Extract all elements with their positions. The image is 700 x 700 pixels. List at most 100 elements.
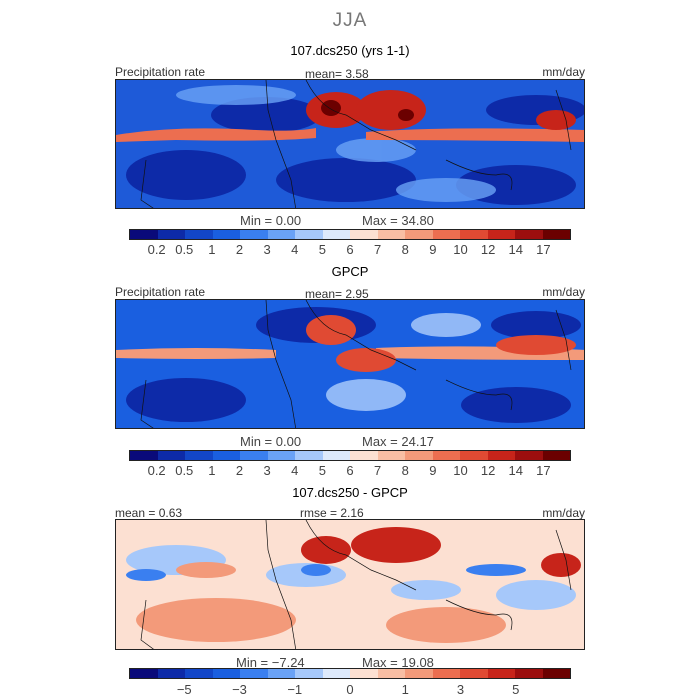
panel-1-itcz-band xyxy=(116,128,584,142)
colorbar-tick-label: 1 xyxy=(208,463,216,478)
colorbar-segment xyxy=(377,451,405,460)
colorbar-segment xyxy=(432,669,460,678)
colorbar-segment xyxy=(295,451,323,460)
panel-2-mean-label: mean= 2.95 xyxy=(305,287,369,301)
panel-3-map xyxy=(115,519,585,650)
colorbar-tick-label: 9 xyxy=(429,463,437,478)
panel-1-title: 107.dcs250 (yrs 1-1) xyxy=(290,43,410,58)
colorbar-segment xyxy=(460,451,488,460)
colorbar-tick-label: 4 xyxy=(291,242,299,257)
panel-1-colorbar xyxy=(129,229,571,240)
colorbar-segment xyxy=(185,230,213,239)
colorbar-tick-label: 14 xyxy=(508,463,523,478)
colorbar-segment xyxy=(460,230,488,239)
panel-2-title: GPCP xyxy=(331,264,369,279)
colorbar-segment xyxy=(240,230,268,239)
colorbar-segment xyxy=(185,669,213,678)
colorbar-segment xyxy=(267,230,295,239)
colorbar-segment xyxy=(405,451,433,460)
colorbar-tick-label: 6 xyxy=(346,242,354,257)
panel-2-min-label: Min = 0.00 xyxy=(240,434,302,449)
colorbar-tick-label: 5 xyxy=(318,242,326,257)
colorbar-tick-label: 10 xyxy=(453,242,468,257)
colorbar-segment xyxy=(157,451,185,460)
colorbar-segment xyxy=(212,230,240,239)
colorbar-tick-label: 1 xyxy=(401,682,409,697)
colorbar-tick-label: 12 xyxy=(480,463,496,478)
panel-3-mean-label: mean = 0.63 xyxy=(115,506,183,520)
colorbar-tick-label: 2 xyxy=(235,242,244,257)
colorbar-tick-label: 14 xyxy=(508,242,523,257)
panel-3-coastlines xyxy=(140,520,572,649)
panel-2-variable-label: Precipitation rate xyxy=(115,285,206,299)
colorbar-segment xyxy=(322,230,350,239)
colorbar-tick-label: 3 xyxy=(456,682,465,697)
panel-1-peak-cells xyxy=(321,100,414,121)
panel-2-max-label: Max = 24.17 xyxy=(362,434,434,449)
colorbar-tick-label: 3 xyxy=(263,463,271,478)
colorbar-tick-label: 2 xyxy=(235,463,244,478)
panel-3-map-svg xyxy=(116,520,584,649)
colorbar-tick-label: 7 xyxy=(374,242,382,257)
panel-2-light-regions xyxy=(326,313,481,411)
colorbar-segment xyxy=(542,230,570,239)
colorbar-segment xyxy=(487,230,515,239)
colorbar-segment xyxy=(432,230,460,239)
colorbar-tick-label: 12 xyxy=(480,242,496,257)
colorbar-tick-label: 0.5 xyxy=(175,242,194,257)
colorbar-segment xyxy=(542,451,570,460)
colorbar-tick-label: 17 xyxy=(536,242,551,257)
colorbar-segment xyxy=(267,451,295,460)
colorbar-segment xyxy=(322,451,350,460)
panel-3-strong-negative-bias xyxy=(126,564,526,581)
colorbar-segment xyxy=(130,669,158,678)
panel-3-max-label: Max = 19.08 xyxy=(362,655,434,670)
panel-1-map-svg xyxy=(116,80,584,208)
colorbar-tick-label: 0.2 xyxy=(147,242,166,257)
colorbar-segment xyxy=(460,669,488,678)
colorbar-segment xyxy=(185,451,213,460)
colorbar-segment xyxy=(212,451,240,460)
colorbar-segment xyxy=(157,230,185,239)
colorbar-tick-label: 0.5 xyxy=(175,463,194,478)
colorbar-tick-label: 6 xyxy=(346,463,354,478)
panel-3-units-label: mm/day xyxy=(542,506,585,520)
colorbar-segment xyxy=(487,669,515,678)
panel-3-title: 107.dcs250 - GPCP xyxy=(292,485,408,500)
colorbar-tick-label: 4 xyxy=(291,463,299,478)
panel-2-colorbar-ticks: 0.2 0.5 1 2 3 4 5 6 7 8 9 10 12 14 17 xyxy=(129,463,571,478)
colorbar-segment xyxy=(350,451,378,460)
colorbar-segment xyxy=(240,451,268,460)
panel-2-map-svg xyxy=(116,300,584,428)
colorbar-segment xyxy=(130,230,158,239)
panel-1-min-label: Min = 0.00 xyxy=(240,213,302,228)
colorbar-tick-label: 17 xyxy=(536,463,551,478)
panel-1-colorbar-ticks: 0.2 0.5 1 2 3 4 5 6 7 8 9 10 12 14 17 xyxy=(129,242,571,257)
panel-3-colorbar xyxy=(129,668,571,679)
colorbar-tick-label: 3 xyxy=(263,242,271,257)
colorbar-tick-label: 8 xyxy=(401,242,409,257)
colorbar-segment xyxy=(295,669,323,678)
colorbar-segment xyxy=(515,669,543,678)
panel-3-rmse-label: rmse = 2.16 xyxy=(300,506,364,520)
colorbar-segment xyxy=(350,230,378,239)
panel-3-min-label: Min = −7.24 xyxy=(236,655,305,670)
colorbar-segment xyxy=(322,669,350,678)
colorbar-segment xyxy=(405,669,433,678)
panel-2-units-label: mm/day xyxy=(542,285,585,299)
panel-3-positive-bias xyxy=(136,562,506,643)
panel-3-strong-positive-bias xyxy=(301,527,581,577)
panel-1-map xyxy=(115,79,585,209)
colorbar-tick-label: −5 xyxy=(176,682,192,697)
colorbar-tick-label: 1 xyxy=(208,242,216,257)
colorbar-segment xyxy=(515,230,543,239)
colorbar-segment xyxy=(515,451,543,460)
colorbar-segment xyxy=(295,230,323,239)
panel-2-colorbar xyxy=(129,450,571,461)
panel-1-units-label: mm/day xyxy=(542,65,585,79)
season-title: JJA xyxy=(332,10,368,31)
colorbar-tick-label: 7 xyxy=(374,463,382,478)
panel-3-colorbar-ticks: −5 −3 −1 0 1 3 5 xyxy=(129,682,571,697)
panel-1-variable-label: Precipitation rate xyxy=(115,65,206,79)
panel-2-monsoon-max xyxy=(306,315,576,372)
